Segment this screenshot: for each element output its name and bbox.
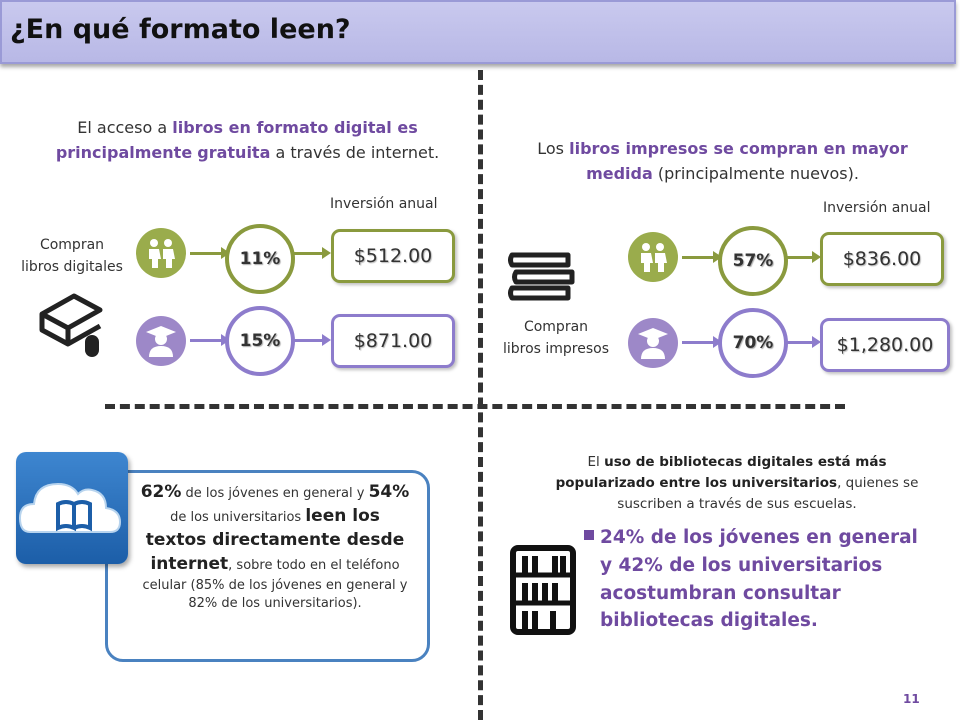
- percent-circle: 15%: [225, 306, 295, 376]
- investment-amount: $1,280.00: [820, 318, 950, 372]
- percent-circle: 11%: [225, 224, 295, 294]
- arrow-connector: [293, 252, 323, 255]
- arrow-head: [812, 336, 821, 348]
- books-stack-icon: [508, 250, 576, 304]
- investment-amount: $836.00: [820, 232, 944, 286]
- percent-circle: 57%: [718, 226, 788, 296]
- investment-label: Inversión anual: [330, 196, 438, 212]
- arrow-head: [713, 251, 722, 263]
- digital-description: El acceso a libros en formato digital es…: [55, 118, 440, 162]
- digital-books-icon: [38, 290, 104, 360]
- arrow-connector: [682, 341, 714, 344]
- page-title: ¿En qué formato leen?: [10, 14, 351, 45]
- buyers-label: Compran libros impresos: [502, 319, 610, 358]
- bullet-marker: [584, 530, 594, 540]
- percent-circle: 70%: [718, 308, 788, 378]
- libraries-intro: El uso de bibliotecas digitales está más…: [555, 454, 919, 512]
- internet-reading-callout: [105, 470, 430, 662]
- arrow-head: [322, 334, 331, 346]
- graduate-icon: [628, 318, 678, 368]
- arrow-connector: [786, 341, 814, 344]
- title-bar: [0, 0, 956, 64]
- youth-icon: [628, 232, 678, 282]
- arrow-connector: [190, 252, 222, 255]
- arrow-connector: [190, 339, 222, 342]
- libraries-bullet: 24% de los jóvenes en general y 42% de l…: [600, 527, 918, 632]
- arrow-connector: [682, 256, 714, 259]
- horizontal-divider: [105, 404, 845, 409]
- arrow-head: [322, 247, 331, 259]
- bookshelf-icon: [510, 545, 576, 635]
- arrow-connector: [293, 339, 323, 342]
- investment-label: Inversión anual: [823, 200, 931, 216]
- vertical-divider: [478, 70, 483, 720]
- arrow-head: [812, 251, 821, 263]
- page-number: 11: [903, 692, 920, 706]
- buyers-label: Compran libros digitales: [21, 237, 123, 276]
- arrow-head: [713, 336, 722, 348]
- arrow-connector: [786, 256, 814, 259]
- investment-amount: $871.00: [331, 314, 455, 368]
- cloud-book-icon: [16, 452, 128, 564]
- investment-amount: $512.00: [331, 229, 455, 283]
- internet-reading-text: 62% de los jóvenes en general y 54% de l…: [140, 482, 410, 611]
- printed-description: Los libros impresos se compran en mayor …: [537, 139, 908, 183]
- youth-icon: [136, 228, 186, 278]
- graduate-icon: [136, 316, 186, 366]
